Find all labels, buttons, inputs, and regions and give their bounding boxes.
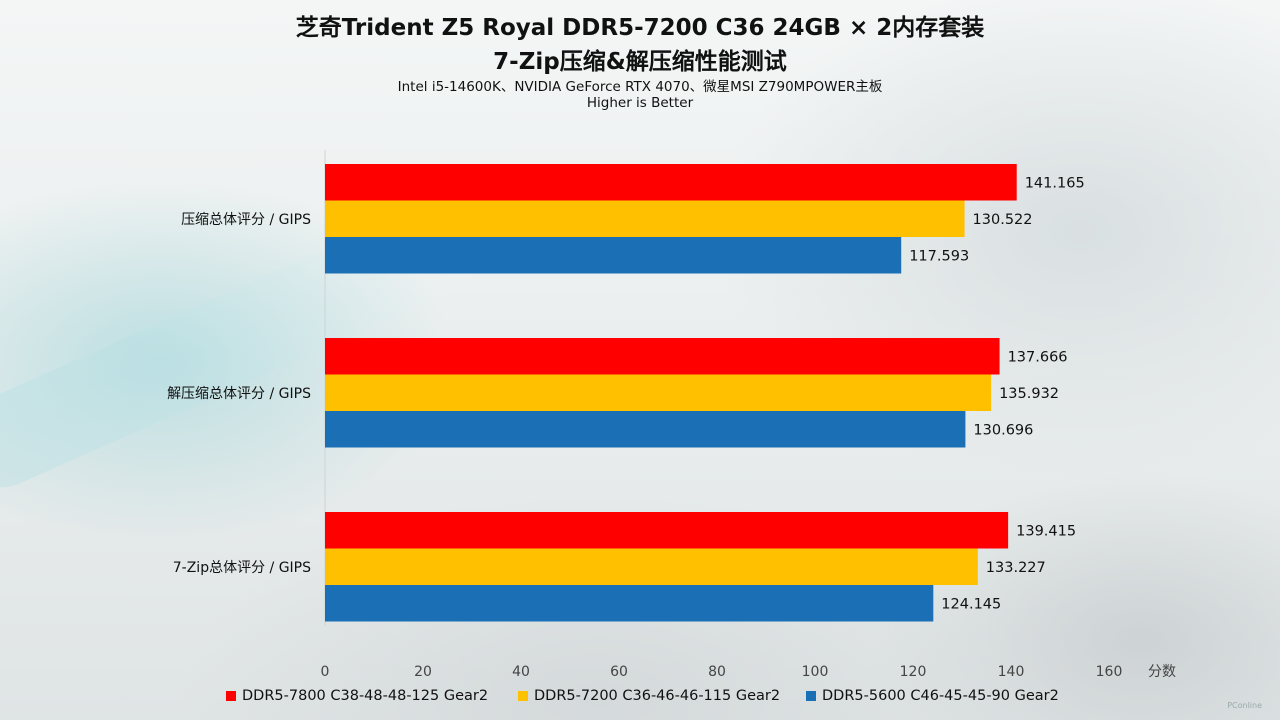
legend: DDR5-7800 C38-48-48-125 Gear2 DDR5-7200 C… xyxy=(0,688,1280,712)
data-label: 139.415 xyxy=(1016,523,1076,539)
data-label: 137.666 xyxy=(1008,349,1068,365)
data-label: 124.145 xyxy=(941,596,1001,612)
bar xyxy=(325,374,992,411)
legend-swatch xyxy=(806,691,816,701)
legend-item: DDR5-5600 C46-45-45-90 Gear2 xyxy=(806,688,1059,704)
data-label: 130.522 xyxy=(973,212,1033,228)
legend-swatch xyxy=(518,691,528,701)
legend-item: DDR5-7800 C38-48-48-125 Gear2 xyxy=(226,688,488,704)
x-tick-label: 40 xyxy=(512,664,530,680)
category-label: 7-Zip总体评分 / GIPS xyxy=(173,560,311,576)
legend-label: DDR5-7200 C36-46-46-115 Gear2 xyxy=(534,688,781,704)
data-label: 117.593 xyxy=(909,248,969,264)
bar xyxy=(325,164,1017,201)
x-tick-label: 100 xyxy=(802,664,829,680)
higher-is-better-note: Higher is Better xyxy=(586,95,694,111)
bar xyxy=(325,338,1000,375)
x-tick-label: 160 xyxy=(1096,664,1123,680)
x-axis-title: 分数 xyxy=(1148,664,1176,680)
bar xyxy=(325,411,966,448)
x-tick-label: 60 xyxy=(610,664,628,680)
bar xyxy=(325,548,978,585)
watermark-logo: PConline xyxy=(1227,701,1262,710)
x-tick-label: 0 xyxy=(321,664,330,680)
legend-swatch xyxy=(226,691,236,701)
data-label: 133.227 xyxy=(986,560,1046,576)
x-tick-label: 120 xyxy=(900,664,927,680)
x-tick-label: 20 xyxy=(414,664,432,680)
data-label: 135.932 xyxy=(999,386,1059,402)
x-tick-label: 80 xyxy=(708,664,726,680)
bar xyxy=(325,237,902,274)
chart-title: 芝奇Trident Z5 Royal DDR5-7200 C36 24GB × … xyxy=(295,15,985,41)
bar xyxy=(325,585,934,622)
x-tick-label: 140 xyxy=(998,664,1025,680)
category-label: 解压缩总体评分 / GIPS xyxy=(167,386,311,402)
legend-item: DDR5-7200 C36-46-46-115 Gear2 xyxy=(518,688,780,704)
data-label: 141.165 xyxy=(1025,175,1085,191)
bar xyxy=(325,200,965,237)
legend-label: DDR5-5600 C46-45-45-90 Gear2 xyxy=(822,688,1059,704)
category-label: 压缩总体评分 / GIPS xyxy=(181,212,311,228)
legend-label: DDR5-7800 C38-48-48-125 Gear2 xyxy=(242,688,489,704)
chart-subtitle: 7-Zip压缩&解压缩性能测试 xyxy=(493,49,787,75)
bar xyxy=(325,512,1009,549)
data-label: 130.696 xyxy=(973,422,1033,438)
platform-info: Intel i5-14600K、NVIDIA GeForce RTX 4070、… xyxy=(397,79,883,95)
